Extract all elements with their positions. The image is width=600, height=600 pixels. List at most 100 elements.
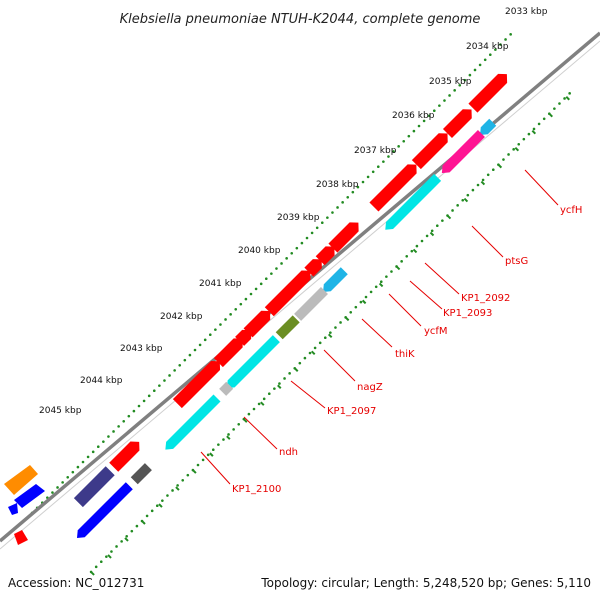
major-tick-inner [243,418,248,423]
minor-tick-outer [96,445,100,449]
minor-tick-inner [99,560,103,564]
minor-tick-outer [427,114,431,118]
minor-tick-inner [150,509,154,513]
gene-feature-magenta [441,130,485,174]
minor-tick-inner [237,422,241,426]
minor-tick-inner [410,249,414,253]
gene-feature-navy [73,466,115,508]
minor-tick-outer [290,251,294,255]
minor-tick-outer [127,414,131,418]
label-leader [361,318,393,348]
map-title: Klebsiella pneumoniae NTUH-K2044, comple… [120,12,481,27]
minor-tick-inner [456,204,459,207]
minor-tick-outer [102,440,105,443]
tick-label: 2034 kbp [466,42,509,52]
minor-tick-inner [94,565,98,569]
minor-tick-inner [298,361,302,365]
minor-tick-outer [315,226,319,230]
gene-feature-blue [76,482,133,539]
minor-tick-outer [509,33,512,36]
minor-tick-inner [471,188,475,192]
minor-tick-outer [158,384,161,387]
minor-tick-inner [466,193,470,197]
minor-tick-outer [376,165,380,169]
gene-feature-grey [294,287,328,321]
minor-tick-inner [553,107,556,110]
gene-feature-lightblue [480,118,497,135]
minor-tick-inner [303,356,307,360]
gene-label: nagZ [357,382,383,393]
tick-label: 2041 kbp [199,279,242,289]
minor-tick-outer [478,63,482,67]
minor-tick-inner [217,443,220,446]
minor-tick-outer [483,58,487,62]
gene-feature-darkgrey [130,463,152,485]
minor-tick-outer [371,170,375,174]
minor-tick-inner [125,534,129,538]
minor-tick-outer [295,246,299,250]
major-tick-inner [90,571,95,576]
label-leader [471,225,504,258]
minor-tick-inner [171,489,174,492]
minor-tick-outer [320,221,324,225]
minor-tick-inner [400,260,403,263]
minor-tick-outer [499,43,502,46]
major-tick-inner [175,486,180,491]
gene-feature-cyan [226,335,280,389]
gene-feature-olive [275,315,300,340]
minor-tick-inner [135,524,139,528]
gene-feature [328,222,359,253]
minor-tick-inner [110,550,113,553]
minor-tick-outer [473,68,477,72]
minor-tick-inner [323,336,327,340]
label-leader [243,416,278,450]
minor-tick-inner [435,224,439,228]
major-tick-inner [361,299,367,305]
tick-label: 2042 kbp [160,312,203,322]
minor-tick-outer [382,160,385,163]
minor-tick-inner [527,132,531,136]
minor-tick-outer [275,267,278,270]
minor-tick-inner [390,270,393,273]
minor-tick-outer [432,109,436,113]
major-tick-inner [514,146,520,152]
minor-tick-outer [203,338,207,342]
minor-tick-outer [259,282,263,286]
backbone-ring [0,31,600,550]
minor-tick-outer [402,139,406,143]
minor-tick-inner [283,377,286,380]
major-tick-inner [124,537,129,542]
minor-tick-inner [247,412,251,416]
minor-tick-inner [267,392,271,396]
minor-tick-inner [359,300,363,304]
minor-tick-inner [405,254,409,258]
tick-label: 2037 kbp [354,146,397,156]
minor-tick-inner [211,448,215,452]
minor-tick-outer [443,99,446,102]
minor-tick-outer [208,333,212,337]
tick-label: 2036 kbp [392,111,435,121]
gene-feature [14,530,28,545]
minor-tick-outer [152,389,156,393]
minor-tick-outer [219,323,222,326]
minor-tick-inner [441,219,444,222]
minor-tick-outer [142,399,146,403]
minor-tick-inner [542,117,546,121]
minor-tick-inner [308,351,312,355]
minor-tick-inner [201,458,205,462]
minor-tick-outer [137,404,141,408]
minor-tick-inner [476,183,480,187]
minor-tick-inner [420,239,424,243]
minor-tick-outer [56,486,59,489]
minor-tick-inner [563,97,566,100]
minor-tick-inner [227,433,230,436]
minor-tick-inner [385,275,388,278]
minor-tick-inner [349,310,353,314]
tick-label: 2040 kbp [238,246,281,256]
minor-tick-inner [145,514,149,518]
minor-tick-outer [86,455,90,459]
minor-tick-outer [341,201,344,204]
minor-tick-inner [206,453,210,457]
minor-tick-outer [504,38,507,41]
minor-tick-inner [522,137,526,141]
